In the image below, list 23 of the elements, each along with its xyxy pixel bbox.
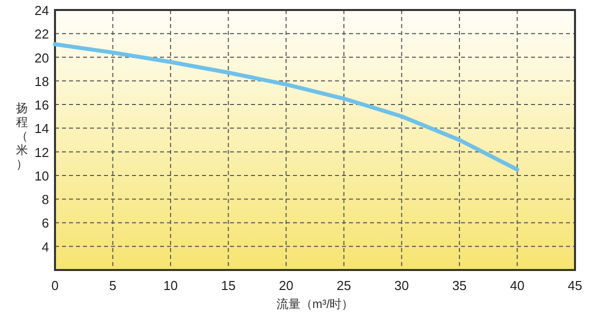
x-tick-label: 0: [51, 278, 59, 293]
x-tick-label: 25: [336, 278, 352, 293]
y-tick-label: 20: [34, 50, 49, 66]
y-tick-label: 12: [34, 144, 49, 160]
y-tick-label: 10: [34, 168, 49, 184]
y-tick-label: 8: [42, 192, 49, 208]
x-tick-label: 30: [394, 278, 409, 293]
y-tick-label: 24: [34, 3, 49, 18]
x-tick-label: 10: [163, 278, 178, 293]
x-tick-label: 5: [109, 278, 116, 293]
y-axis-title: 扬程（米）: [16, 101, 28, 171]
x-axis-title: 流量（m³/时）: [276, 297, 354, 311]
x-tick-label: 20: [278, 278, 294, 293]
x-tick-label: 35: [452, 278, 467, 293]
x-tick-label: 15: [221, 278, 236, 293]
y-tick-label: 18: [34, 74, 49, 89]
y-tick-label: 6: [42, 216, 49, 231]
y-tick-label: 4: [42, 239, 49, 254]
y-tick-label: 16: [34, 98, 49, 113]
x-tick-label: 40: [510, 278, 524, 293]
y-tick-label: 14: [34, 121, 49, 136]
x-tick-label: 45: [568, 278, 582, 293]
y-tick-label: 22: [34, 26, 49, 42]
